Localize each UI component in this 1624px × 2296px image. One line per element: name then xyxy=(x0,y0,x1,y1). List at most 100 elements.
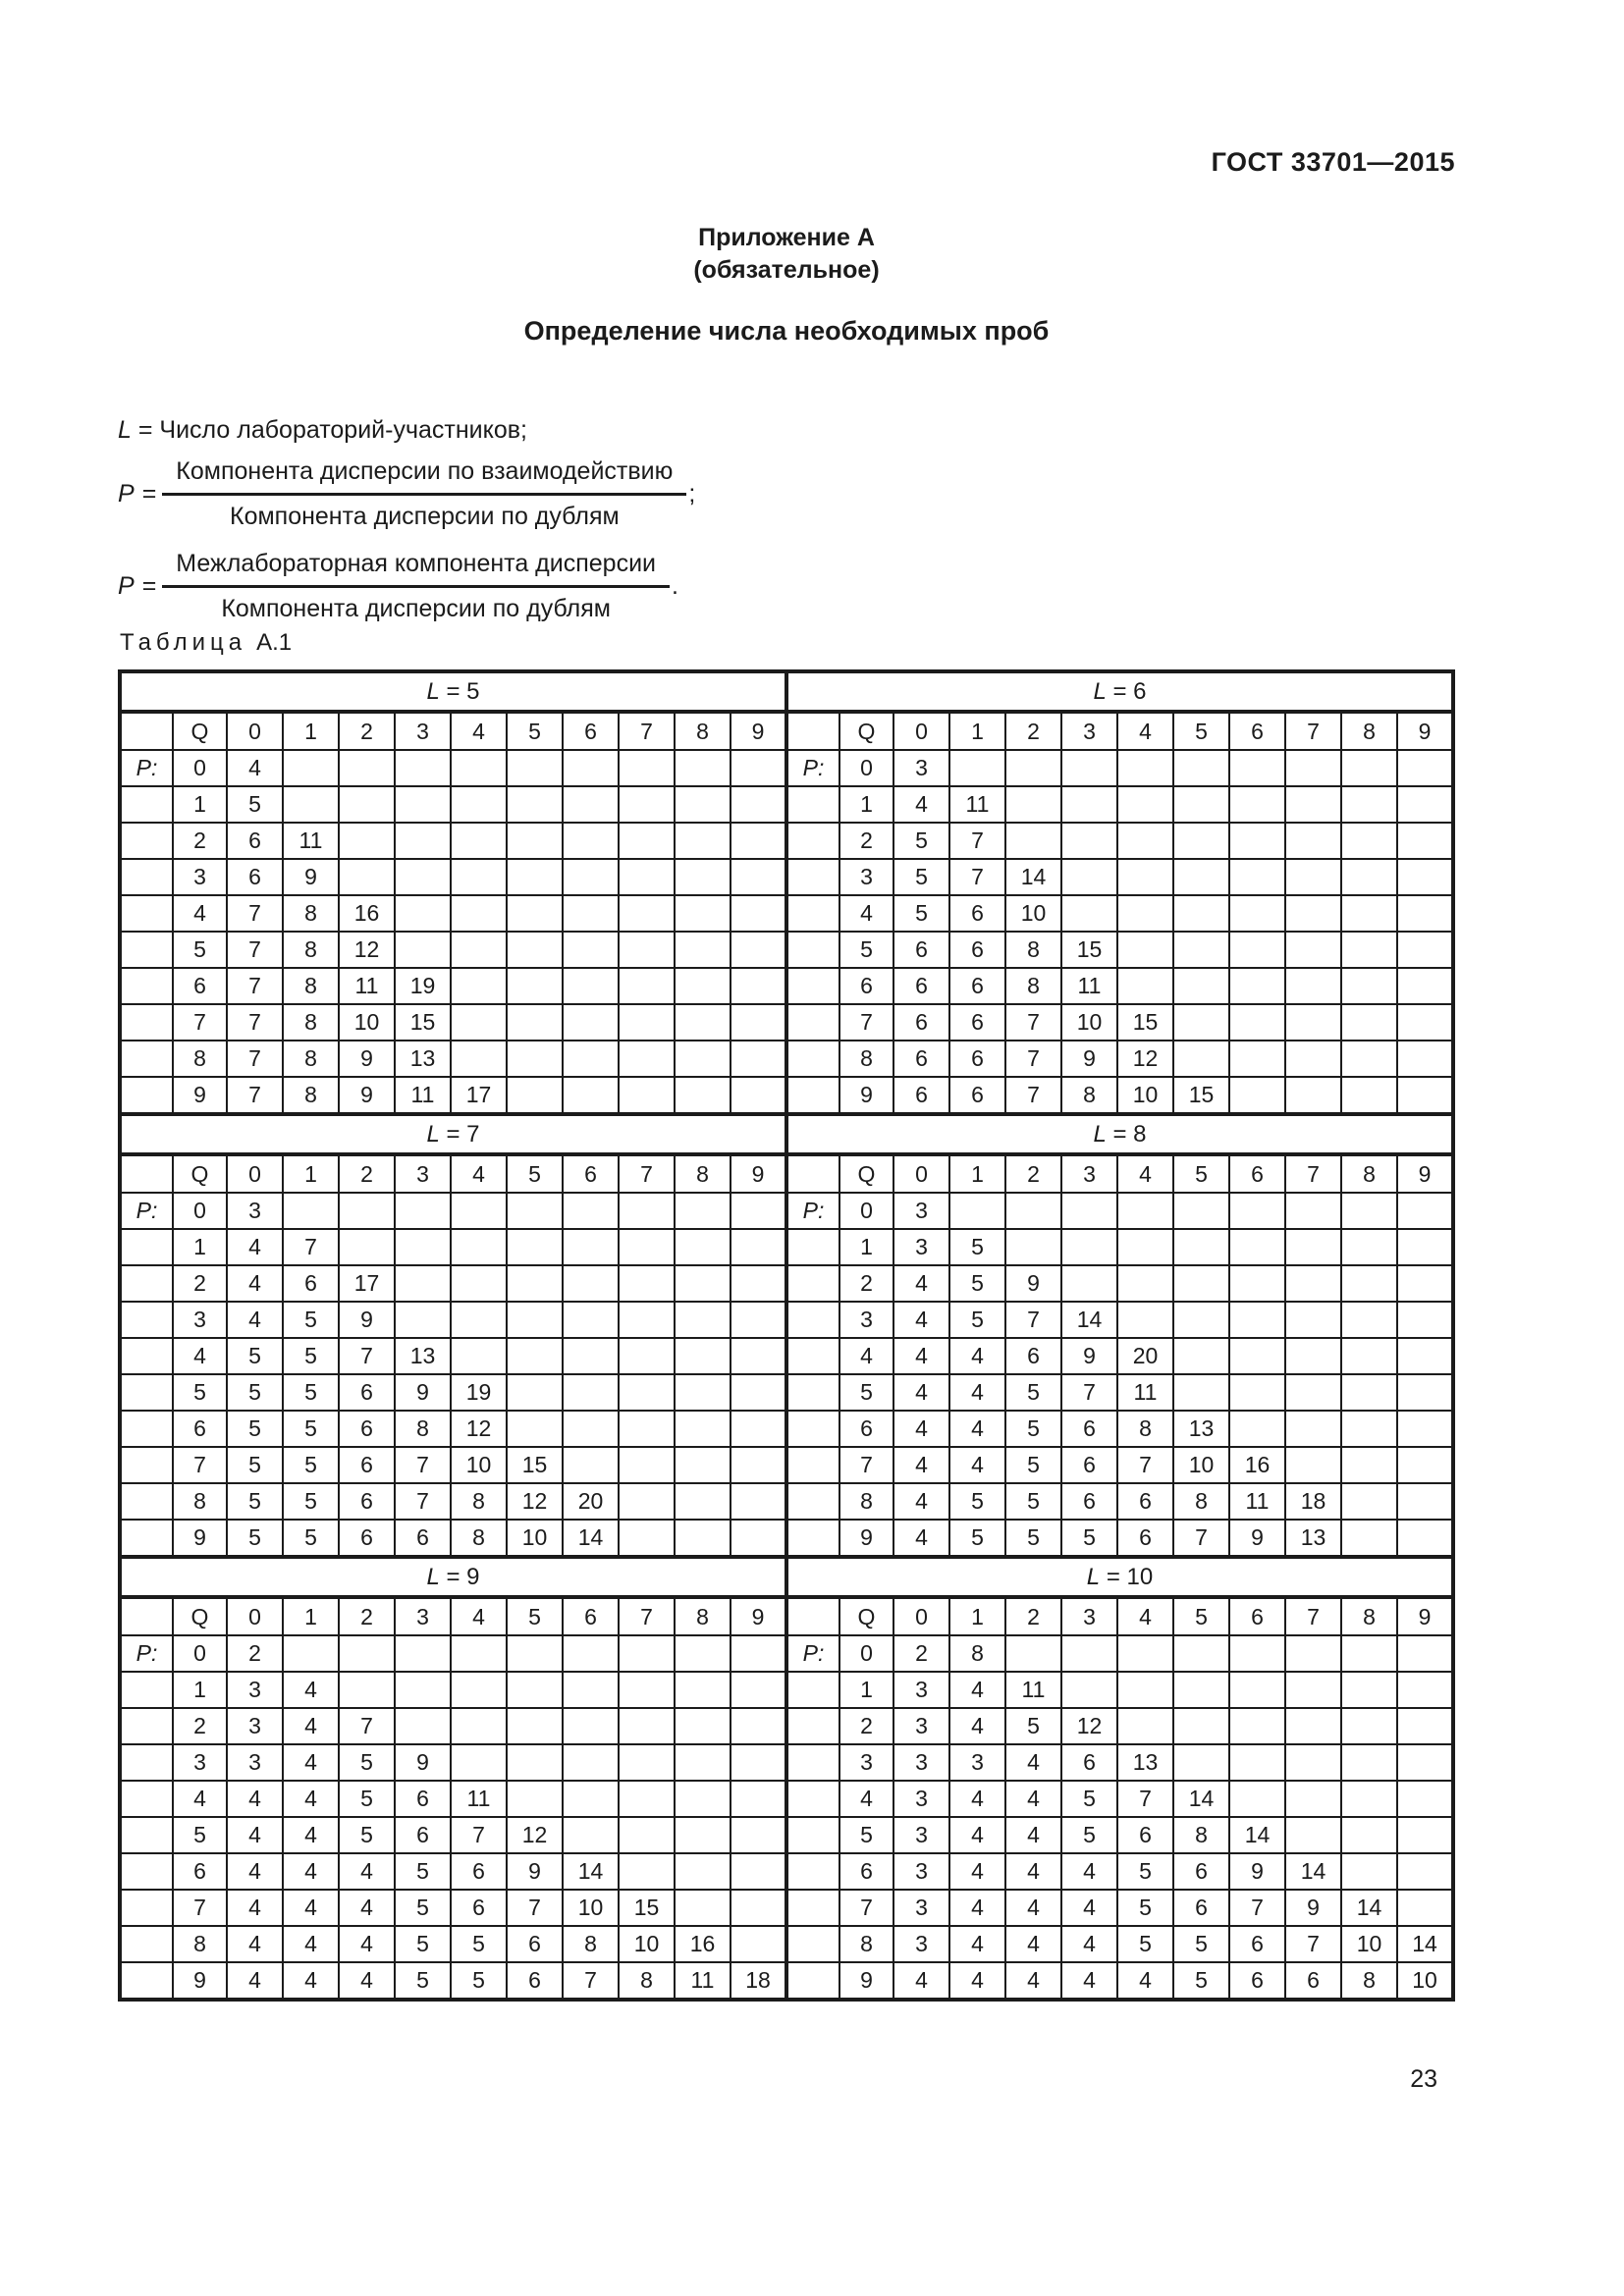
value-cell: 6 xyxy=(338,1446,396,1484)
value-cell: 4 xyxy=(948,1671,1006,1709)
value-cell: 4 xyxy=(948,1816,1006,1854)
value-cell xyxy=(1172,1040,1230,1078)
value-cell: 4 xyxy=(1004,1925,1062,1963)
value-cell xyxy=(282,749,340,787)
value-cell: 10 xyxy=(1396,1961,1454,2001)
value-cell xyxy=(394,785,452,824)
value-cell: 5 xyxy=(1116,1889,1174,1927)
col-header: 3 xyxy=(394,711,452,751)
value-cell: 6 xyxy=(1116,1816,1174,1854)
value-cell: 4 xyxy=(226,749,284,787)
value-cell: 8 xyxy=(394,1410,452,1448)
formula-p-interaction: P = Компонента дисперсии по взаимодейств… xyxy=(118,455,695,533)
col-header: 7 xyxy=(618,711,676,751)
value-cell xyxy=(1228,1192,1286,1230)
value-cell xyxy=(618,1076,676,1115)
p-label-cell xyxy=(119,1410,174,1448)
value-cell: 6 xyxy=(338,1410,396,1448)
col-header: 4 xyxy=(450,1596,508,1636)
value-cell xyxy=(1284,1373,1342,1412)
q-value: 0 xyxy=(172,1634,228,1673)
value-cell: 4 xyxy=(282,1852,340,1891)
q-value: 2 xyxy=(839,1707,894,1745)
value-cell xyxy=(562,1743,620,1782)
value-cell: 8 xyxy=(282,1076,340,1115)
q-value: 8 xyxy=(172,1040,228,1078)
value-cell: 4 xyxy=(226,1780,284,1818)
value-cell: 6 xyxy=(1060,1410,1118,1448)
table-row: P: 0 2 P: 0 2 8 xyxy=(119,1634,1454,1673)
value-cell: 7 xyxy=(1004,1003,1062,1041)
value-cell xyxy=(394,1707,452,1745)
p-label-cell xyxy=(119,894,174,933)
value-cell xyxy=(618,1301,676,1339)
value-cell xyxy=(1116,1707,1174,1745)
value-cell: 5 xyxy=(226,1410,284,1448)
value-cell: 7 xyxy=(282,1228,340,1266)
value-cell: 5 xyxy=(338,1743,396,1782)
value-cell: 6 xyxy=(948,931,1006,969)
value-cell: 7 xyxy=(1116,1446,1174,1484)
value-cell: 5 xyxy=(1172,1961,1230,2001)
value-cell: 4 xyxy=(1004,1780,1062,1818)
value-cell xyxy=(1004,785,1062,824)
value-cell: 12 xyxy=(506,1482,564,1521)
q-value: 3 xyxy=(839,1301,894,1339)
table-row: 2 4 6 17 2 4 5 9 xyxy=(119,1264,1454,1303)
value-cell xyxy=(674,1446,731,1484)
col-header: 5 xyxy=(506,1153,564,1194)
corner-cell xyxy=(785,711,840,751)
value-cell xyxy=(674,1780,731,1818)
p-label-cell: P: xyxy=(785,749,840,787)
value-cell xyxy=(948,749,1006,787)
value-cell: 5 xyxy=(226,785,284,824)
value-cell: 6 xyxy=(338,1519,396,1558)
q-value: 3 xyxy=(172,1743,228,1782)
definition-l: L = Число лабораторий-участников; xyxy=(118,416,527,445)
value-cell xyxy=(1340,1852,1398,1891)
value-cell xyxy=(394,931,452,969)
value-cell: 5 xyxy=(893,822,950,860)
col-header: 6 xyxy=(1228,1596,1286,1636)
value-cell xyxy=(674,1264,731,1303)
value-cell: 5 xyxy=(282,1337,340,1375)
value-cell: 15 xyxy=(1172,1076,1230,1115)
value-cell: 8 xyxy=(282,894,340,933)
value-cell xyxy=(1060,1634,1118,1673)
value-cell xyxy=(1396,1003,1454,1041)
q-header: Q xyxy=(839,711,894,751)
value-cell xyxy=(1340,1743,1398,1782)
table-row: 3 3 4 5 9 3 3 3 4 6 13 xyxy=(119,1743,1454,1782)
value-cell: 9 xyxy=(282,858,340,896)
value-cell: 8 xyxy=(282,1040,340,1078)
col-header: 1 xyxy=(282,711,340,751)
table-row: 9 4 4 4 5 5 6 7 8 11 18 9 4 4 4 4 4 5 6 6 8 10 xyxy=(119,1961,1454,2001)
value-cell xyxy=(1340,1040,1398,1078)
value-cell: 6 xyxy=(948,1040,1006,1078)
value-cell: 8 xyxy=(1172,1816,1230,1854)
fraction-denominator: Компонента дисперсии по дублям xyxy=(230,503,620,530)
value-cell: 14 xyxy=(1228,1816,1286,1854)
value-cell xyxy=(618,1040,676,1078)
value-cell xyxy=(1340,749,1398,787)
value-cell xyxy=(1172,1707,1230,1745)
value-cell: 4 xyxy=(948,1337,1006,1375)
value-cell xyxy=(1396,894,1454,933)
value-cell: 11 xyxy=(1060,967,1118,1005)
value-cell: 4 xyxy=(893,1373,950,1412)
value-cell xyxy=(1172,894,1230,933)
value-cell xyxy=(674,1003,731,1041)
p-label-cell xyxy=(119,1373,174,1412)
value-cell xyxy=(1004,1228,1062,1266)
value-cell: 16 xyxy=(1228,1446,1286,1484)
q-header: Q xyxy=(839,1596,894,1636)
value-cell xyxy=(1396,1264,1454,1303)
value-cell xyxy=(562,1264,620,1303)
value-cell xyxy=(1172,858,1230,896)
p-label-cell xyxy=(785,1482,840,1521)
value-cell: 3 xyxy=(893,749,950,787)
table-row: P: 0 4 P: 0 3 xyxy=(119,749,1454,787)
variable-l: L xyxy=(426,677,440,705)
value-cell: 5 xyxy=(226,1337,284,1375)
